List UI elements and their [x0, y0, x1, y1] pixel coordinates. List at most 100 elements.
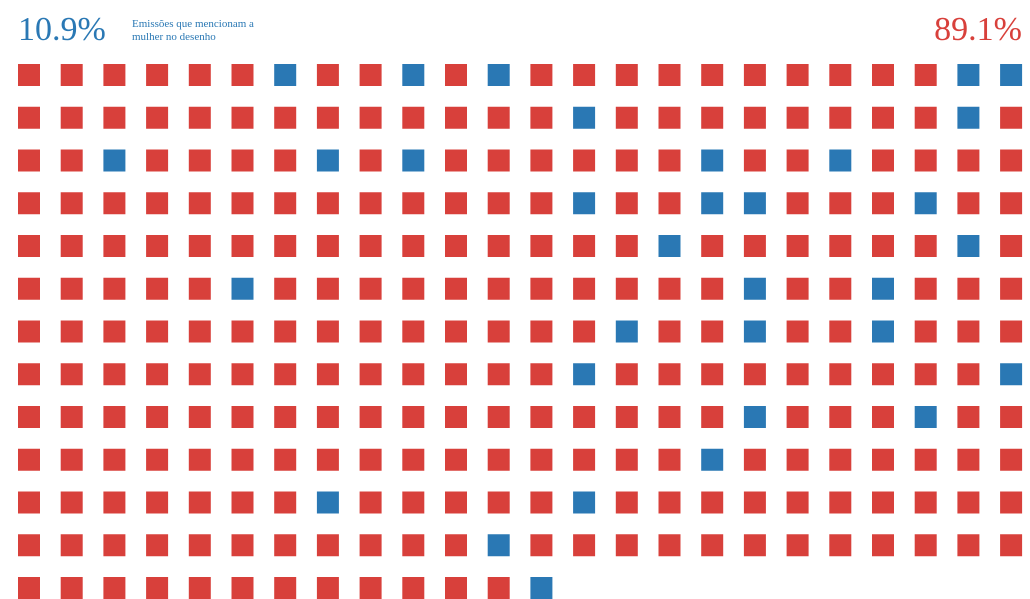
waffle-cell: [743, 106, 766, 129]
waffle-cell: [487, 406, 510, 428]
waffle-cell: [957, 363, 980, 386]
waffle-cell: [829, 64, 852, 86]
waffle-cell: [188, 277, 211, 300]
waffle-cell: [402, 235, 425, 257]
waffle-cell: [957, 235, 980, 257]
waffle-cell: [786, 277, 809, 300]
waffle-cell: [914, 363, 937, 386]
waffle-cell: [188, 64, 211, 86]
waffle-cell: [103, 149, 126, 172]
waffle-cell: [530, 577, 553, 599]
waffle-cell: [359, 192, 382, 215]
waffle-cell: [1000, 64, 1023, 86]
waffle-cell: [402, 192, 425, 215]
waffle-cell: [829, 491, 852, 514]
waffle-cell: [316, 235, 339, 257]
waffle-cell: [445, 491, 467, 514]
waffle-cell: [701, 534, 724, 557]
waffle-cell: [231, 491, 254, 514]
waffle-cell: [829, 149, 852, 172]
waffle-cell: [103, 577, 126, 599]
waffle-cell: [573, 64, 596, 86]
waffle-cell: [573, 491, 596, 514]
waffle-cell: [103, 106, 126, 129]
waffle-cell: [743, 235, 766, 257]
waffle-cell: [316, 320, 339, 343]
waffle-cell: [743, 149, 766, 172]
waffle-cell: [487, 192, 510, 215]
waffle-cell: [316, 192, 339, 215]
waffle-cell: [402, 448, 425, 471]
waffle-cell: [872, 192, 894, 215]
waffle-cell: [316, 491, 339, 514]
waffle-cell: [188, 106, 211, 129]
waffle-cell: [402, 106, 425, 129]
waffle-cell: [573, 320, 596, 343]
waffle-cell: [359, 64, 382, 86]
waffle-cell: [957, 320, 980, 343]
waffle-cell: [445, 64, 467, 86]
waffle-cell: [914, 149, 937, 172]
waffle-cell: [829, 192, 852, 215]
waffle-cell: [402, 64, 425, 86]
waffle-cell: [231, 534, 254, 557]
waffle-cell: [615, 149, 638, 172]
waffle-cell: [530, 406, 553, 428]
waffle-cell: [487, 491, 510, 514]
waffle-cell: [445, 534, 467, 557]
waffle-cell: [701, 320, 724, 343]
waffle-cell: [1000, 491, 1023, 514]
waffle-cell: [60, 235, 83, 257]
waffle-cell: [274, 235, 297, 257]
waffle-cell: [872, 277, 894, 300]
percent-red: 89.1%: [934, 11, 1022, 48]
waffle-cell: [829, 106, 852, 129]
waffle-cell: [188, 577, 211, 599]
waffle-cell: [615, 64, 638, 86]
waffle-cell: [146, 491, 169, 514]
waffle-cell: [445, 235, 467, 257]
waffle-cell: [743, 64, 766, 86]
waffle-cell: [615, 448, 638, 471]
waffle-cell: [786, 235, 809, 257]
waffle-cell: [615, 491, 638, 514]
waffle-cell: [18, 192, 40, 215]
waffle-cell: [231, 277, 254, 300]
waffle-cell: [1000, 149, 1023, 172]
waffle-cell: [316, 448, 339, 471]
waffle-cell: [743, 534, 766, 557]
waffle-cell: [914, 320, 937, 343]
waffle-cell: [188, 491, 211, 514]
waffle-cell: [18, 363, 40, 386]
waffle-cell: [1000, 534, 1023, 557]
waffle-cell: [274, 106, 297, 129]
waffle-cell: [957, 534, 980, 557]
waffle-cell: [701, 406, 724, 428]
waffle-cell: [701, 192, 724, 215]
waffle-cell: [530, 192, 553, 215]
waffle-cell: [103, 235, 126, 257]
waffle-cell: [957, 106, 980, 129]
waffle-cell: [402, 149, 425, 172]
waffle-cell: [487, 577, 510, 599]
waffle-cell: [60, 106, 83, 129]
waffle-cell: [872, 363, 894, 386]
waffle-cell: [487, 320, 510, 343]
waffle-cell: [231, 577, 254, 599]
waffle-cell: [829, 534, 852, 557]
waffle-cell: [274, 192, 297, 215]
waffle-cell: [658, 192, 681, 215]
waffle-cell: [701, 235, 724, 257]
waffle-cell: [573, 534, 596, 557]
waffle-cell: [18, 491, 40, 514]
waffle-cell: [957, 64, 980, 86]
waffle-cell: [146, 406, 169, 428]
waffle-cell: [18, 577, 40, 599]
waffle-cell: [359, 406, 382, 428]
waffle-cell: [188, 363, 211, 386]
waffle-cell: [274, 363, 297, 386]
waffle-cell: [615, 277, 638, 300]
waffle-cell: [829, 235, 852, 257]
waffle-cell: [359, 448, 382, 471]
